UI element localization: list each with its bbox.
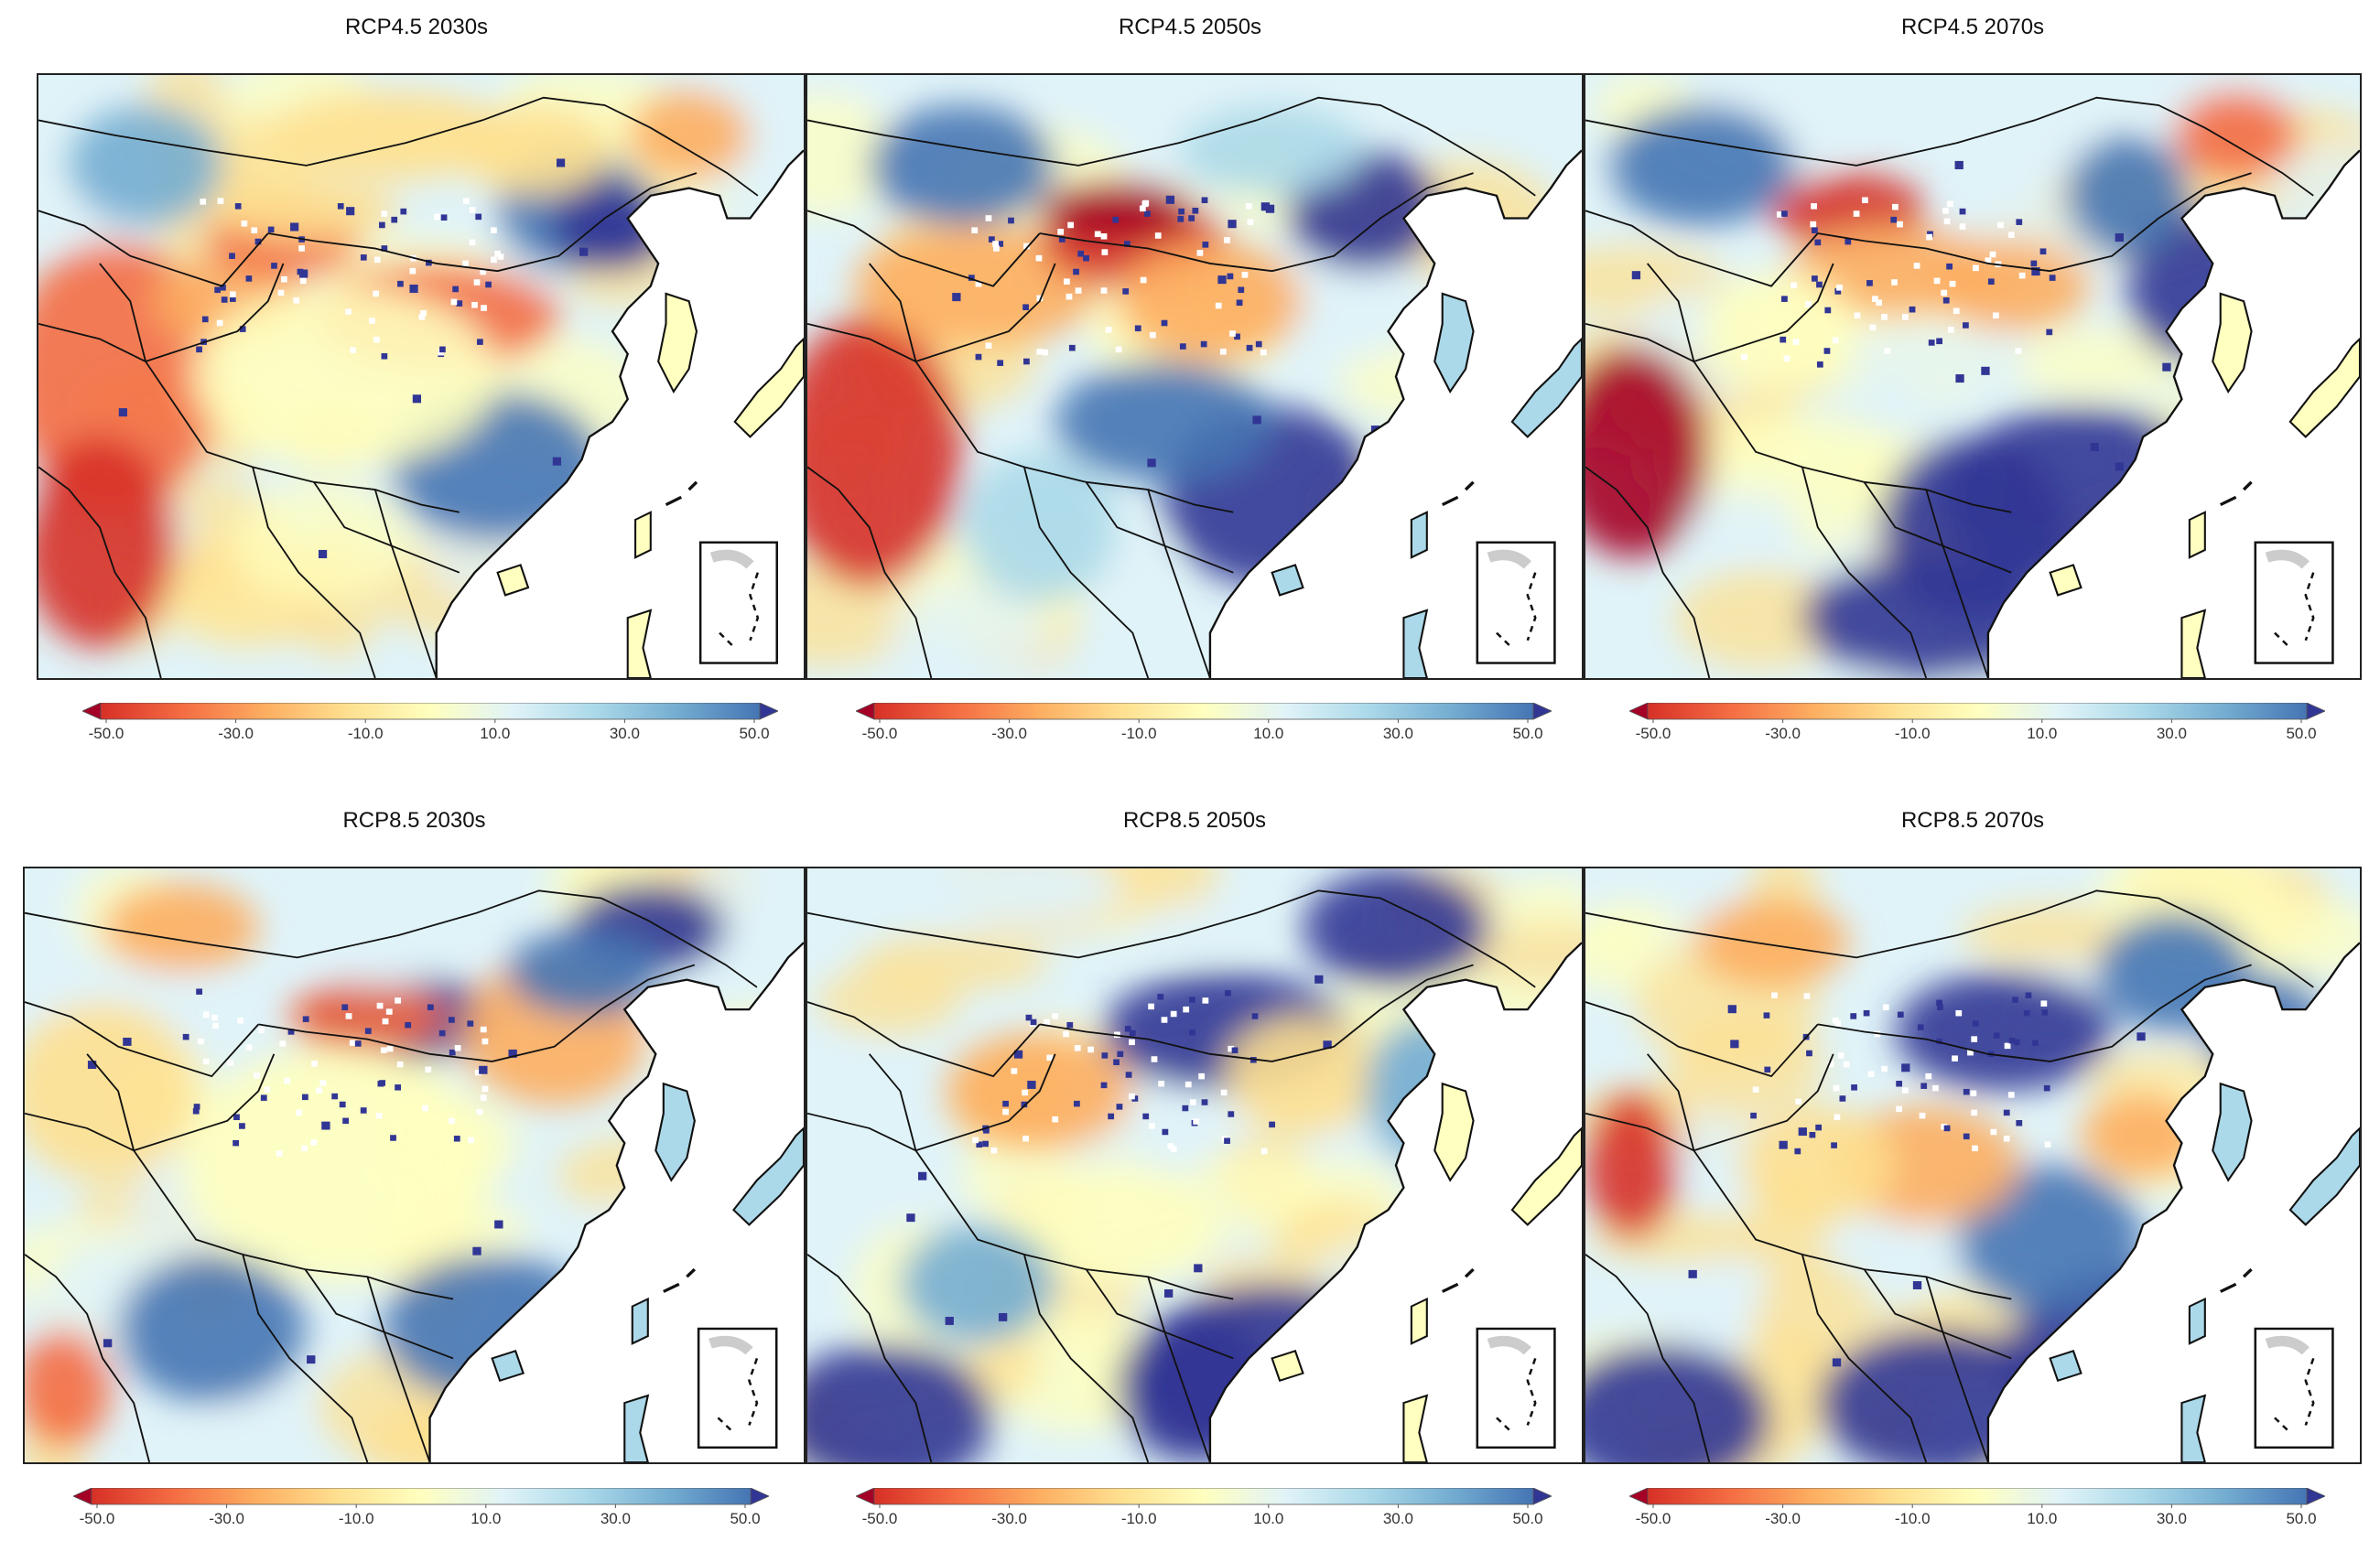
colorbar-tick-label: 10.0 — [1253, 725, 1283, 742]
colorbar-tick-label: 30.0 — [1383, 725, 1413, 742]
colorbar-tick-label: -30.0 — [209, 1510, 244, 1527]
map-panel-rcp45-2070s — [1584, 73, 2362, 680]
colorbar-tick-label: -50.0 — [862, 725, 898, 742]
map-panel-rcp85-2070s — [1584, 867, 2362, 1464]
colorbar-tick-label: -30.0 — [1765, 1510, 1801, 1527]
colorbar: -50.0 -30.0 -10.0 10.0 30.0 50.0 — [855, 702, 1552, 751]
panel-title: RCP4.5 2030s — [344, 15, 489, 39]
colorbar-tick-label: 10.0 — [2027, 725, 2057, 742]
map-panel-rcp45-2030s — [37, 73, 806, 680]
colorbar-tick-label: -30.0 — [218, 725, 254, 742]
colorbar-tick-label: 10.0 — [471, 1510, 501, 1527]
map-svg — [1585, 75, 2360, 678]
colorbar-tick-label: -10.0 — [1121, 725, 1157, 742]
colorbar-tick-label: 10.0 — [1253, 1510, 1283, 1527]
map-svg — [807, 868, 1582, 1462]
panel-title: RCP8.5 2050s — [1122, 808, 1267, 833]
map-svg — [25, 868, 804, 1462]
colorbar-tick-label: -10.0 — [339, 1510, 374, 1527]
map-panel-rcp85-2050s — [806, 867, 1584, 1464]
colorbar-tick-label: -50.0 — [1636, 1510, 1671, 1527]
panel-title: RCP4.5 2070s — [1900, 15, 2045, 39]
colorbar-tick-label: -10.0 — [1895, 725, 1931, 742]
colorbar: -50.0 -30.0 -10.0 10.0 30.0 50.0 — [855, 1487, 1552, 1536]
colorbar: -50.0 -30.0 -10.0 10.0 30.0 50.0 — [72, 1487, 770, 1536]
colorbar-tick-label: 30.0 — [1383, 1510, 1413, 1527]
colorbar-tick-label: 10.0 — [480, 725, 510, 742]
colorbar-tick-label: -10.0 — [348, 725, 384, 742]
colorbar-svg: -50.0 -30.0 -10.0 10.0 30.0 50.0 — [1628, 1487, 2326, 1527]
colorbar-tick-label: -30.0 — [1765, 725, 1801, 742]
colorbar-tick-label: -50.0 — [862, 1510, 898, 1527]
colorbar-tick-label: 50.0 — [730, 1510, 760, 1527]
colorbar: -50.0 -30.0 -10.0 10.0 30.0 50.0 — [1628, 702, 2326, 751]
colorbar-tick-label: 50.0 — [2286, 1510, 2316, 1527]
colorbar: -50.0 -30.0 -10.0 10.0 30.0 50.0 — [1628, 1487, 2326, 1536]
map-panel-rcp45-2050s — [806, 73, 1584, 680]
colorbar-tick-label: 50.0 — [1512, 725, 1542, 742]
colorbar-tick-label: 50.0 — [739, 725, 769, 742]
map-svg — [1585, 868, 2360, 1462]
colorbar-tick-label: 10.0 — [2027, 1510, 2057, 1527]
colorbar-tick-label: -10.0 — [1895, 1510, 1931, 1527]
colorbar-tick-label: -50.0 — [1636, 725, 1671, 742]
colorbar-svg: -50.0 -30.0 -10.0 10.0 30.0 50.0 — [72, 1487, 770, 1527]
colorbar-svg: -50.0 -30.0 -10.0 10.0 30.0 50.0 — [855, 702, 1552, 742]
colorbar-tick-label: 30.0 — [600, 1510, 631, 1527]
panel-title: RCP8.5 2070s — [1900, 808, 2045, 833]
colorbar-tick-label: 50.0 — [1512, 1510, 1542, 1527]
colorbar-svg: -50.0 -30.0 -10.0 10.0 30.0 50.0 — [81, 702, 779, 742]
colorbar-tick-label: -30.0 — [991, 1510, 1027, 1527]
map-svg — [38, 75, 804, 678]
colorbar-svg: -50.0 -30.0 -10.0 10.0 30.0 50.0 — [855, 1487, 1552, 1527]
colorbar-tick-label: -30.0 — [991, 725, 1027, 742]
map-panel-rcp85-2030s — [23, 867, 806, 1464]
colorbar-tick-label: 30.0 — [2157, 725, 2187, 742]
colorbar-tick-label: -10.0 — [1121, 1510, 1157, 1527]
panel-title: RCP4.5 2050s — [1118, 15, 1262, 39]
colorbar-tick-label: -50.0 — [80, 1510, 115, 1527]
colorbar-tick-label: 50.0 — [2286, 725, 2316, 742]
colorbar-tick-label: -50.0 — [89, 725, 124, 742]
colorbar-tick-label: 30.0 — [610, 725, 640, 742]
panel-title: RCP8.5 2030s — [342, 808, 486, 833]
map-svg — [807, 75, 1582, 678]
colorbar: -50.0 -30.0 -10.0 10.0 30.0 50.0 — [81, 702, 779, 751]
colorbar-tick-label: 30.0 — [2157, 1510, 2187, 1527]
colorbar-svg: -50.0 -30.0 -10.0 10.0 30.0 50.0 — [1628, 702, 2326, 742]
